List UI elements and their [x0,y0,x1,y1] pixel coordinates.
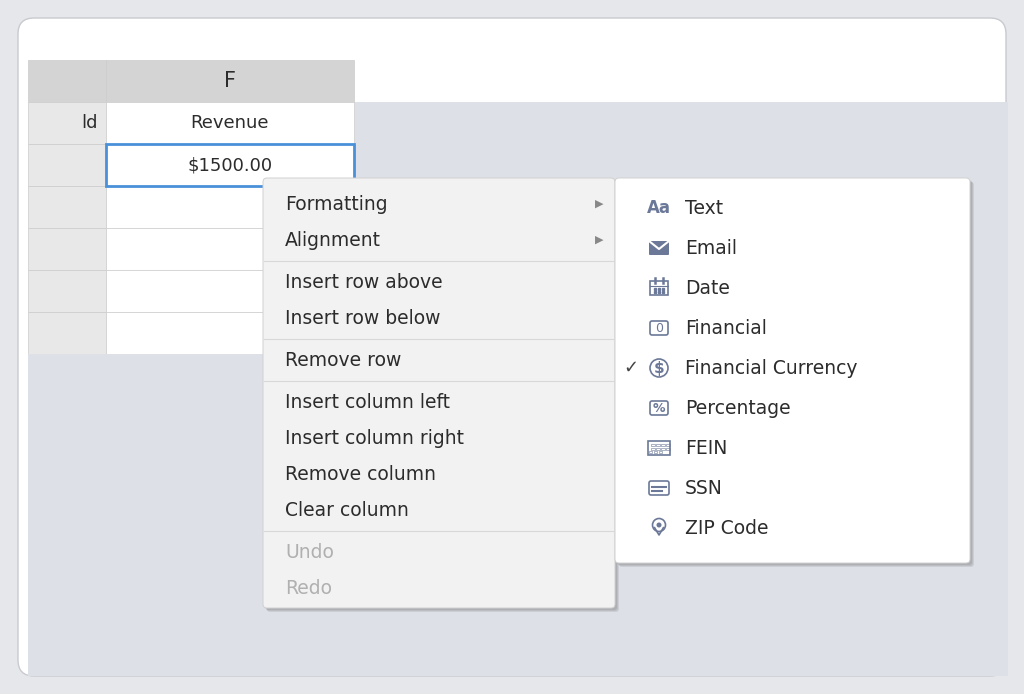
FancyBboxPatch shape [618,181,973,566]
Text: F: F [224,71,236,91]
Text: Insert column right: Insert column right [285,428,464,448]
Bar [666,443,670,446]
FancyBboxPatch shape [618,182,974,567]
Text: Alignment: Alignment [285,230,381,250]
Bar [106,60,354,102]
Text: ld: ld [82,114,98,132]
FancyBboxPatch shape [265,180,617,610]
Text: Redo: Redo [285,579,332,598]
Text: ▶: ▶ [595,199,603,209]
Bar [662,448,665,450]
FancyBboxPatch shape [267,182,618,612]
Text: $180: $180 [299,240,344,258]
FancyBboxPatch shape [18,18,1006,676]
Bar [354,102,1008,354]
Bar [28,60,106,102]
Text: $2400.: $2400. [282,282,344,300]
Bar [106,312,354,354]
Circle shape [656,523,662,527]
FancyBboxPatch shape [649,241,669,255]
Bar [653,450,657,453]
Bar [106,228,354,270]
Text: ✓: ✓ [624,359,639,377]
Bar [651,448,654,450]
Text: 0: 0 [333,324,344,342]
Bar [648,441,670,455]
Text: Formatting: Formatting [285,194,388,214]
FancyBboxPatch shape [266,181,618,611]
Text: ZIP Code: ZIP Code [685,518,768,537]
FancyBboxPatch shape [615,178,970,563]
Bar [28,270,106,312]
Bar [28,186,106,228]
Text: Revenue: Revenue [190,114,269,132]
Bar [662,443,665,446]
Bar [106,270,354,312]
Text: Remove column: Remove column [285,464,436,484]
Text: Remove row: Remove row [285,350,401,369]
Text: Insert row below: Insert row below [285,309,440,328]
Text: $: $ [653,360,665,375]
Text: Percentage: Percentage [685,398,791,418]
Text: 0: 0 [655,321,663,335]
Text: Financial: Financial [685,319,767,337]
Bar [656,448,659,450]
Text: Text: Text [685,198,723,217]
Bar [28,102,106,144]
Bar [666,448,670,450]
Bar [656,443,659,446]
Text: %: % [652,402,666,414]
Text: FEIN: FEIN [685,439,727,457]
Text: Undo: Undo [285,543,334,561]
FancyBboxPatch shape [617,180,972,565]
Bar [106,102,354,144]
Text: Financial Currency: Financial Currency [685,359,857,378]
Bar [650,281,668,295]
Bar [28,228,106,270]
Text: Insert row above: Insert row above [285,273,442,291]
Bar [28,144,106,186]
Bar [106,186,354,228]
Bar [106,144,354,186]
Text: $220: $220 [298,198,344,216]
Bar [28,312,106,354]
Text: ▶: ▶ [595,235,603,245]
Bar [658,450,662,453]
FancyBboxPatch shape [263,178,615,608]
Text: Email: Email [685,239,737,257]
Text: SSN: SSN [685,478,723,498]
Bar [651,443,654,446]
Bar [648,450,652,453]
Text: Insert column left: Insert column left [285,393,450,412]
Text: Clear column: Clear column [285,500,409,520]
Text: Aa: Aa [647,199,671,217]
Text: $1500.00: $1500.00 [187,156,272,174]
Bar [28,354,1008,676]
Text: Date: Date [685,278,730,298]
